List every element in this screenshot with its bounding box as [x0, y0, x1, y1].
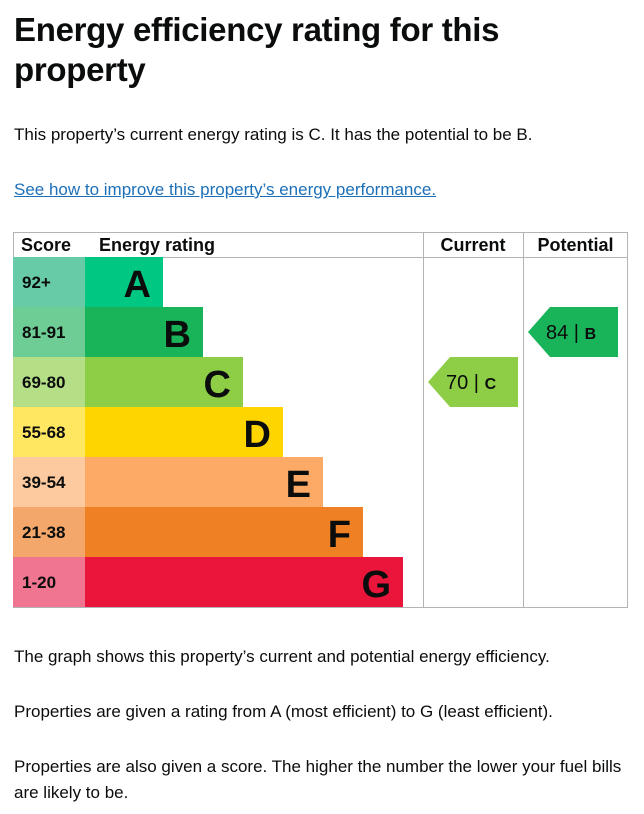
rating-bar-f [85, 507, 363, 557]
improve-energy-link[interactable]: See how to improve this property’s energ… [14, 180, 437, 199]
rating-letter-c: C [204, 364, 231, 406]
rating-letter-f: F [328, 514, 351, 556]
rating-letter-e: E [286, 464, 311, 506]
energy-rating-chart: Score Energy rating Current Potential 92+ A 81… [13, 232, 628, 608]
potential-rating-arrow [528, 307, 618, 357]
intro-text: This property’s current energy rating is… [14, 125, 533, 144]
score-cell-b [13, 307, 85, 357]
current-rating-letter: C [485, 376, 497, 393]
header-potential: Potential [537, 235, 613, 255]
graph-description: The graph shows this property’s current … [14, 647, 550, 666]
score-range-d: 55-68 [22, 423, 65, 442]
header-score: Score [21, 235, 71, 255]
score-description: Properties are also given a score. The h… [14, 757, 622, 802]
rating-description: Properties are given a rating from A (mo… [14, 702, 553, 721]
current-score-value: 70 | [446, 372, 485, 394]
score-range-a: 92+ [22, 273, 51, 292]
potential-rating-letter: B [585, 326, 597, 343]
rating-bar-b [85, 307, 203, 357]
rating-bar-e [85, 457, 323, 507]
current-rating-label: 70 | C [446, 372, 497, 394]
score-range-c: 69-80 [22, 373, 65, 392]
potential-score-value: 84 | [546, 322, 585, 344]
score-cell-e [13, 457, 85, 507]
score-range-b: 81-91 [22, 323, 65, 342]
rating-bar-g [85, 557, 403, 607]
rating-letter-d: D [244, 414, 271, 456]
rating-bar-c [85, 357, 243, 407]
energy-rating-graph: Score Energy rating Current Potential 92+ A 81… [13, 232, 628, 608]
current-rating-arrow [428, 357, 518, 407]
rating-letter-b: B [164, 314, 191, 356]
rating-letter-g: G [361, 564, 391, 606]
rating-letter-a: A [124, 264, 151, 306]
score-range-f: 21-38 [22, 523, 65, 542]
score-range-g: 1-20 [22, 573, 56, 592]
score-cell-g [13, 557, 85, 607]
potential-rating-label: 84 | B [546, 322, 596, 344]
header-current: Current [440, 235, 505, 255]
header-energy-rating: Energy rating [99, 235, 215, 255]
score-cell-c [13, 357, 85, 407]
rating-bar-a [85, 257, 163, 307]
score-range-e: 39-54 [22, 473, 66, 492]
score-cell-f [13, 507, 85, 557]
page-title: Energy efficiency rating for this proper… [14, 11, 500, 88]
rating-bar-d [85, 407, 283, 457]
score-cell-a [13, 257, 85, 307]
score-cell-d [13, 407, 85, 457]
